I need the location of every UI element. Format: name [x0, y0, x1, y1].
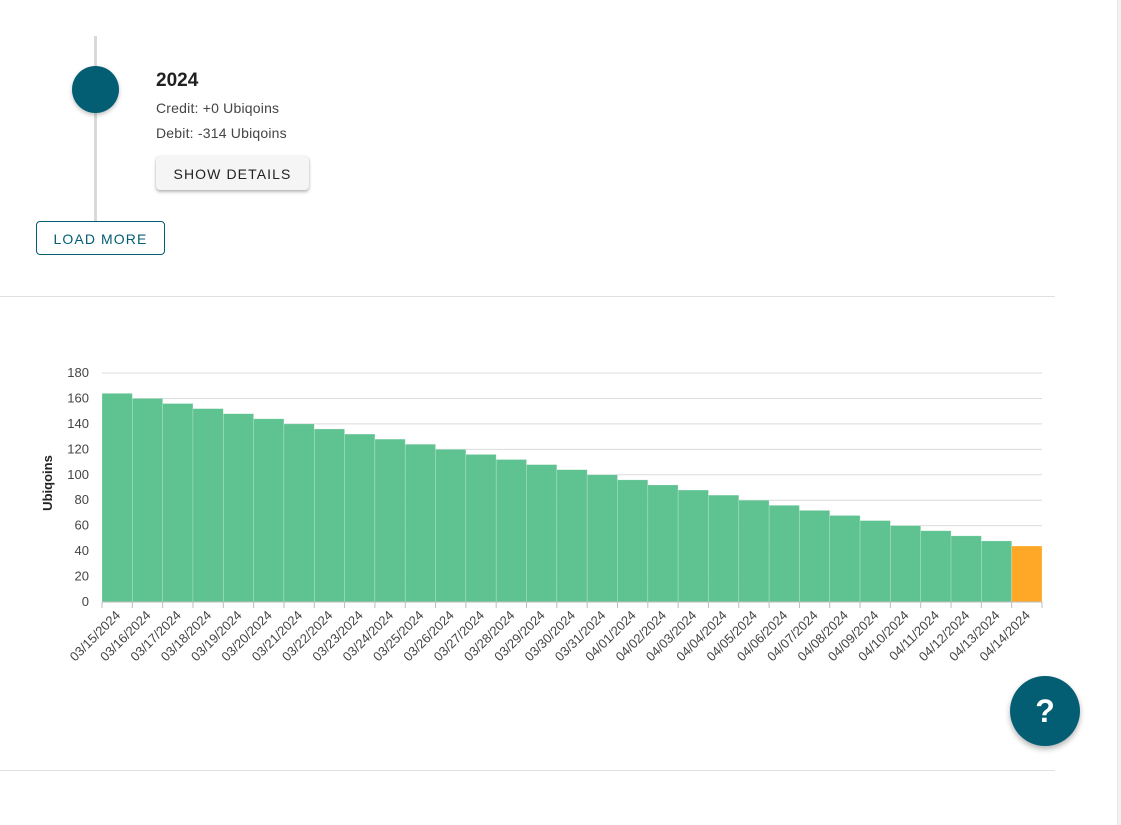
- y-tick-label: 0: [82, 594, 89, 609]
- bar: [708, 494, 740, 603]
- bar: [374, 438, 406, 603]
- y-tick-label: 20: [75, 569, 89, 584]
- help-button[interactable]: ?: [1010, 676, 1080, 746]
- bar: [404, 443, 436, 603]
- bar: [101, 393, 133, 603]
- bar: [647, 484, 679, 603]
- load-more-button[interactable]: LOAD MORE: [36, 221, 165, 255]
- bar: [586, 474, 618, 603]
- y-tick-label: 40: [75, 543, 89, 558]
- bar: [920, 530, 952, 603]
- bar: [890, 525, 922, 603]
- bar: [495, 459, 527, 603]
- timeline-line: [94, 36, 97, 222]
- bar: [132, 398, 163, 603]
- bar: [435, 449, 467, 603]
- bar: [192, 408, 224, 603]
- timeline-dot: [72, 66, 119, 113]
- bar: [222, 413, 254, 603]
- bar: [344, 433, 376, 603]
- y-tick-label: 60: [75, 518, 89, 533]
- y-tick-label: 120: [67, 441, 89, 456]
- bar: [526, 464, 558, 603]
- y-tick-label: 160: [67, 390, 89, 405]
- y-tick-label: 140: [67, 416, 89, 431]
- bar: [738, 499, 770, 603]
- y-axis-label: Ubiqoins: [40, 455, 55, 511]
- bar: [677, 489, 709, 603]
- bar: [950, 535, 982, 603]
- bar: [313, 428, 345, 603]
- bar: [1011, 545, 1043, 603]
- bar: [253, 418, 285, 603]
- bar: [859, 520, 891, 603]
- entry-year: 2024: [156, 70, 199, 91]
- bar: [981, 540, 1012, 603]
- section-divider-top: [0, 296, 1055, 297]
- y-tick-label: 180: [67, 365, 89, 380]
- section-divider-bottom: [0, 770, 1055, 771]
- bar: [465, 454, 497, 603]
- bar: [162, 403, 194, 603]
- page-scrollbar[interactable]: [1117, 0, 1121, 825]
- entry-credit: Credit: +0 Ubiqoins: [156, 100, 280, 116]
- bar: [617, 479, 649, 603]
- bar: [556, 469, 588, 603]
- show-details-button[interactable]: SHOW DETAILS: [156, 156, 309, 190]
- y-tick-label: 100: [67, 467, 89, 482]
- bar: [799, 510, 831, 603]
- bar: [829, 515, 861, 603]
- entry-debit: Debit: -314 Ubiqoins: [156, 125, 287, 141]
- bar: [283, 423, 315, 603]
- y-tick-label: 80: [75, 492, 89, 507]
- bar: [768, 505, 800, 603]
